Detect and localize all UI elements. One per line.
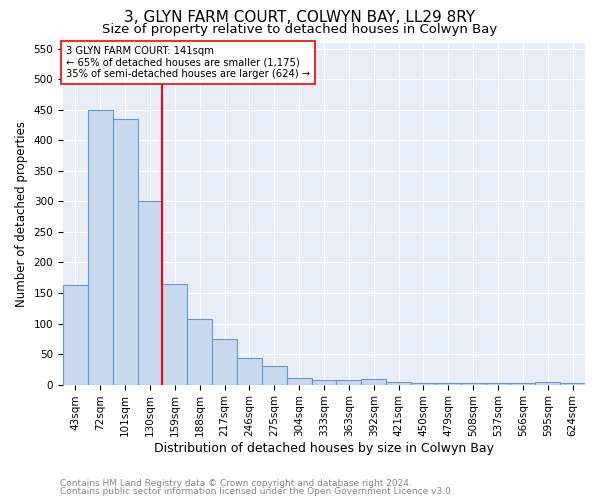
Bar: [337, 380, 361, 384]
Bar: [187, 319, 212, 384]
Bar: [361, 379, 386, 384]
Bar: [163, 284, 187, 384]
Y-axis label: Number of detached properties: Number of detached properties: [15, 120, 28, 306]
Bar: [88, 110, 113, 384]
Text: Contains public sector information licensed under the Open Government Licence v3: Contains public sector information licen…: [60, 487, 454, 496]
Bar: [113, 119, 137, 384]
Bar: [411, 383, 436, 384]
Text: Size of property relative to detached houses in Colwyn Bay: Size of property relative to detached ho…: [103, 22, 497, 36]
Bar: [287, 378, 311, 384]
Text: Contains HM Land Registry data © Crown copyright and database right 2024.: Contains HM Land Registry data © Crown c…: [60, 478, 412, 488]
Bar: [386, 382, 411, 384]
Bar: [63, 285, 88, 384]
Text: 3 GLYN FARM COURT: 141sqm
← 65% of detached houses are smaller (1,175)
35% of se: 3 GLYN FARM COURT: 141sqm ← 65% of detac…: [65, 46, 310, 79]
X-axis label: Distribution of detached houses by size in Colwyn Bay: Distribution of detached houses by size …: [154, 442, 494, 455]
Bar: [212, 340, 237, 384]
Bar: [137, 202, 163, 384]
Bar: [237, 358, 262, 384]
Text: 3, GLYN FARM COURT, COLWYN BAY, LL29 8RY: 3, GLYN FARM COURT, COLWYN BAY, LL29 8RY: [124, 10, 476, 25]
Bar: [262, 366, 287, 384]
Bar: [535, 382, 560, 384]
Bar: [311, 380, 337, 384]
